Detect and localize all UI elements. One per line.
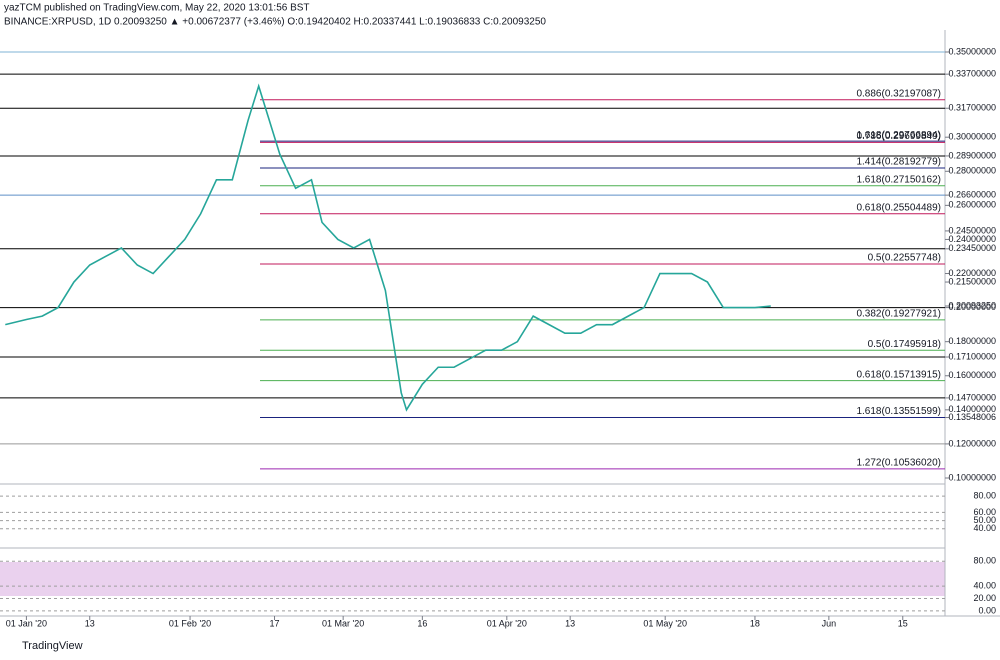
stoch-band — [0, 562, 945, 596]
indicator-tick-label: 0.00 — [978, 605, 996, 615]
level-label: 1.618(0.13551599) — [856, 406, 941, 417]
y-tick-label: 0.21500000 — [948, 276, 996, 286]
x-tick-label: 13 — [565, 618, 575, 628]
y-tick-label: 0.35000000 — [948, 46, 996, 56]
x-tick-label: 01 Jan '20 — [6, 618, 47, 628]
y-tick-label: 0.12000000 — [948, 438, 996, 448]
y-tick-label: 0.14700000 — [948, 392, 996, 402]
y-tick-label: 0.13548006 — [948, 412, 996, 422]
y-tick-label: 0.30000000 — [948, 132, 996, 142]
level-label: 1.618(0.27150162) — [856, 174, 941, 185]
indicator-tick-label: 50.00 — [973, 515, 996, 525]
y-tick-label: 0.33700000 — [948, 69, 996, 79]
y-tick-label: 0.31700000 — [948, 103, 996, 113]
x-tick-label: 15 — [898, 618, 908, 628]
level-label: 1.414(0.28192779) — [856, 157, 941, 168]
y-tick-label: 0.28900000 — [948, 150, 996, 160]
level-label: 0.5(0.17495918) — [868, 339, 941, 350]
y-tick-label: 0.23450000 — [948, 243, 996, 253]
x-tick-label: 18 — [750, 618, 760, 628]
level-label: 0.786(0.29699849) — [856, 131, 941, 142]
indicator-tick-label: 80.00 — [973, 556, 996, 566]
symbol-line: BINANCE:XRPUSD, 1D 0.20093250 ▲ +0.00672… — [4, 17, 546, 28]
level-label: 1.272(0.10536020) — [856, 458, 941, 469]
y-tick-label: 0.24500000 — [948, 225, 996, 235]
level-label: 0.886(0.32197087) — [856, 88, 941, 99]
x-tick-label: 01 Apr '20 — [487, 618, 527, 628]
level-label: 0.618(0.25504489) — [856, 202, 941, 213]
y-tick-label: 0.28000000 — [948, 166, 996, 176]
x-tick-label: 16 — [417, 618, 427, 628]
y-tick-label: 0.24000000 — [948, 234, 996, 244]
footer: TradingView — [22, 640, 83, 652]
y-tick-label: 0.20000000 — [948, 302, 996, 312]
y-tick-label: 0.17100000 — [948, 351, 996, 361]
indicator-tick-label: 40.00 — [973, 523, 996, 533]
price-line — [5, 83, 771, 412]
x-tick-label: 17 — [270, 618, 280, 628]
y-tick-label: 0.16000000 — [948, 370, 996, 380]
x-tick-label: 01 Mar '20 — [322, 618, 364, 628]
y-tick-label: 0.26000000 — [948, 200, 996, 210]
y-tick-label: 0.14000000 — [948, 404, 996, 414]
y-tick-label: 0.20093250 — [948, 300, 996, 310]
y-tick-label: 0.26600000 — [948, 190, 996, 200]
indicator-tick-label: 40.00 — [973, 580, 996, 590]
indicator-tick-label: 20.00 — [973, 593, 996, 603]
indicator-tick-label: 60.00 — [973, 507, 996, 517]
x-tick-label: 13 — [85, 618, 95, 628]
y-tick-label: 0.22000000 — [948, 268, 996, 278]
level-label: 0.382(0.19277921) — [856, 309, 941, 320]
x-tick-label: 01 Feb '20 — [169, 618, 211, 628]
x-tick-label: Jun — [822, 618, 837, 628]
indicator-tick-label: 80.00 — [973, 491, 996, 501]
level-label: 1.618(0.29766894) — [856, 130, 941, 141]
level-label: 0.618(0.15713915) — [856, 369, 941, 380]
level-label: 0.5(0.22557748) — [868, 253, 941, 264]
x-tick-label: 01 May '20 — [643, 618, 687, 628]
y-tick-label: 0.18000000 — [948, 336, 996, 346]
header: yazTCM published on TradingView.com, May… — [4, 3, 310, 14]
y-tick-label: 0.10000000 — [948, 472, 996, 482]
